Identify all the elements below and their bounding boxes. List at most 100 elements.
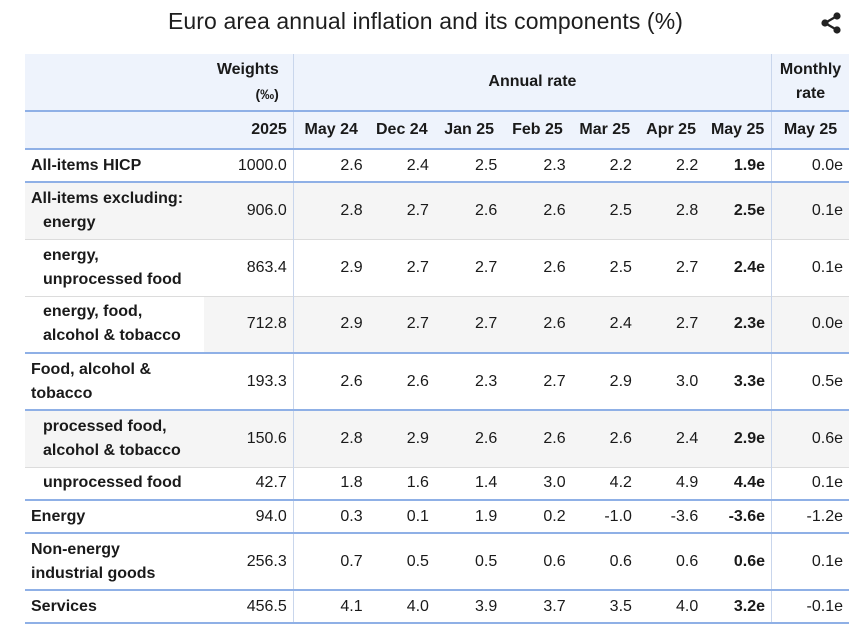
annual-rate-cell: 2.7 — [434, 296, 504, 353]
monthly-rate-cell: 0.1e — [771, 467, 849, 500]
annual-rate-cell: 1.4 — [434, 467, 504, 500]
row-label-line-1: All-items HICP — [31, 156, 142, 174]
annual-rate-cell: 2.3 — [434, 353, 504, 410]
annual-rate-cell: 4.2 — [571, 467, 638, 500]
annual-rate-cell: 2.7 — [637, 239, 705, 296]
annual-rate-cell: 2.9 — [368, 410, 435, 467]
annual-rate-cell: 2.6 — [503, 239, 572, 296]
weights-label: Weights — [216, 61, 279, 78]
annual-rate-cell: 2.5 — [571, 239, 638, 296]
annual-rate-cell: 2.6 — [503, 296, 572, 353]
annual-rate-cell: 2.6 — [571, 410, 638, 467]
header-corner-2 — [25, 111, 204, 149]
weight-cell: 456.5 — [203, 590, 294, 623]
weights-unit: (‰) — [255, 86, 279, 102]
annual-rate-cell: 3.0 — [637, 353, 705, 410]
annual-rate-cell: 2.4 — [637, 410, 705, 467]
annual-rate-cell: 1.6 — [368, 467, 435, 500]
weight-cell: 94.0 — [203, 500, 294, 533]
row-label: energy, unprocessed food — [25, 239, 204, 296]
row-label-line-1: Energy — [31, 507, 86, 525]
annual-rate-cell: 2.8 — [292, 182, 369, 239]
table-row: Non-energy industrial goods 256.3 0.7 0.5 0.5… — [25, 533, 849, 590]
column-header: Dec 24 — [368, 111, 435, 149]
annual-rate-cell: 2.6 — [292, 353, 369, 410]
annual-rate-cell: 2.2 — [571, 149, 638, 182]
annual-rate-cell: 2.4 — [368, 149, 435, 182]
weight-cell: 150.6 — [203, 410, 294, 467]
table-row: unprocessed food 42.7 1.8 1.6 1.4 3.0 4.2 4.9 4.… — [25, 467, 849, 500]
annual-rate-cell: -1.0 — [571, 500, 638, 533]
annual-rate-cell: 2.3e — [704, 296, 772, 353]
annual-rate-cell: 4.9 — [637, 467, 705, 500]
row-label-line-2: alcohol & tobacco — [43, 441, 181, 459]
column-header: Jan 25 — [434, 111, 504, 149]
annual-rate-cell: 3.3e — [704, 353, 772, 410]
annual-rate-cell: 0.6 — [637, 533, 705, 590]
annual-rate-cell: 2.8 — [292, 410, 369, 467]
weight-cell: 863.4 — [203, 239, 294, 296]
row-label-line-2: energy — [43, 213, 96, 231]
row-label-line-1: energy, food, — [43, 303, 143, 321]
annual-rate-cell: 0.6 — [571, 533, 638, 590]
annual-rate-cell: 3.2e — [704, 590, 772, 623]
annual-rate-cell: 2.2 — [637, 149, 705, 182]
annual-rate-cell: 2.6 — [503, 182, 572, 239]
annual-rate-cell: 2.5e — [704, 182, 772, 239]
annual-rate-cell: 2.6 — [434, 182, 504, 239]
annual-rate-cell: 3.0 — [503, 467, 572, 500]
row-label-line-2: tobacco — [31, 384, 93, 402]
column-header: 2025 — [203, 111, 294, 149]
monthly-rate-cell: -0.1e — [771, 590, 849, 623]
table-row: processed food, alcohol & tobacco 150.6 2.8… — [25, 410, 849, 467]
annual-rate-cell: 3.7 — [503, 590, 572, 623]
annual-rate-cell: 2.9 — [292, 239, 369, 296]
weight-cell: 193.3 — [203, 353, 294, 410]
row-label-line-2: alcohol & tobacco — [43, 327, 181, 345]
annual-rate-cell: 1.9 — [434, 500, 504, 533]
row-label-line-1: Non-energy — [31, 540, 120, 558]
annual-rate-cell: 2.7 — [368, 182, 435, 239]
annual-rate-cell: 4.0 — [368, 590, 435, 623]
column-header: May 24 — [292, 111, 369, 149]
monthly-rate-cell: 0.0e — [771, 149, 849, 182]
row-label: All-items excluding: energy — [25, 182, 204, 239]
annual-rate-cell: 4.0 — [637, 590, 705, 623]
annual-rate-cell: 2.3 — [503, 149, 572, 182]
monthly-rate-cell: 0.0e — [771, 296, 849, 353]
table-row: energy, unprocessed food 863.4 2.9 2.7 2.7 2.6… — [25, 239, 849, 296]
annual-rate-cell: 2.8 — [637, 182, 705, 239]
row-label-line-2: unprocessed food — [43, 270, 182, 288]
column-header: Mar 25 — [571, 111, 638, 149]
weight-cell: 906.0 — [203, 182, 294, 239]
annual-rate-cell: 1.9e — [704, 149, 772, 182]
share-icon[interactable] — [818, 10, 844, 36]
annual-rate-cell: 0.5 — [368, 533, 435, 590]
annual-rate-cell: 3.5 — [571, 590, 638, 623]
annual-rate-cell: 2.7 — [434, 239, 504, 296]
annual-rate-cell: 4.1 — [292, 590, 369, 623]
annual-rate-cell: 2.6 — [368, 353, 435, 410]
row-label: All-items HICP — [25, 149, 204, 182]
annual-rate-cell: 3.9 — [434, 590, 504, 623]
row-label-line-1: processed food, — [43, 417, 167, 435]
weights-header: Weights (‰) — [203, 54, 294, 111]
row-label-line-1: unprocessed food — [43, 474, 182, 492]
annual-rate-cell: 2.7 — [368, 239, 435, 296]
row-label: Food, alcohol & tobacco — [25, 353, 204, 410]
annual-rate-header: Annual rate — [292, 54, 772, 111]
annual-rate-cell: 2.6 — [503, 410, 572, 467]
column-header: May 25 — [771, 111, 849, 149]
row-label-line-1: All-items excluding: — [31, 189, 184, 207]
annual-rate-cell: 2.5 — [434, 149, 504, 182]
inflation-table: Weights (‰) Annual rate Monthly rate 202… — [25, 54, 849, 624]
monthly-rate-cell: 0.1e — [771, 533, 849, 590]
row-label-line-2: industrial goods — [31, 564, 156, 582]
row-label: Energy — [25, 500, 204, 533]
annual-rate-cell: 2.7 — [637, 296, 705, 353]
column-header: Apr 25 — [637, 111, 705, 149]
monthly-rate-cell: 0.1e — [771, 239, 849, 296]
header-corner — [25, 54, 204, 111]
annual-rate-cell: 2.7 — [503, 353, 572, 410]
row-label-line-1: Food, alcohol & — [31, 360, 151, 378]
